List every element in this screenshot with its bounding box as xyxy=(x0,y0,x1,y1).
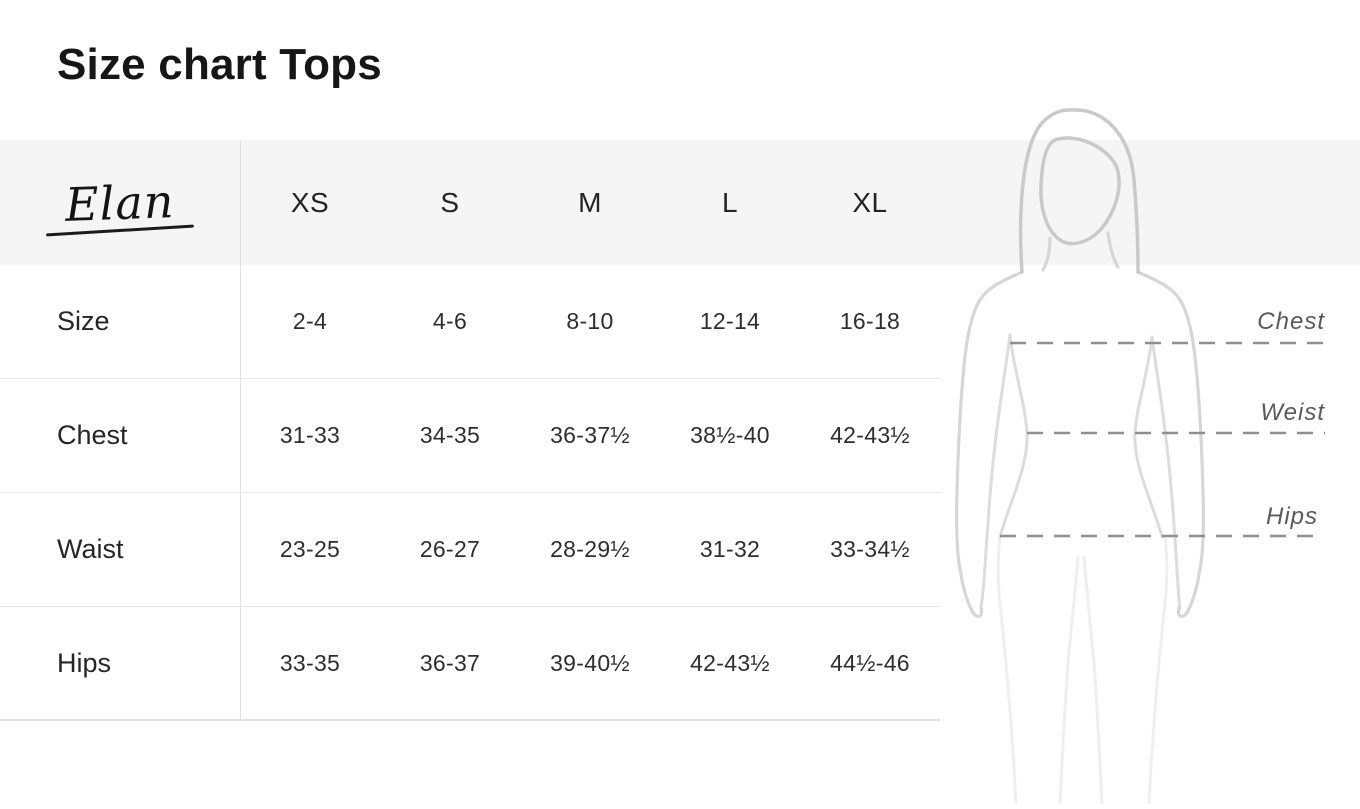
column-header-l: L xyxy=(721,186,739,218)
row-label-size: Size xyxy=(0,265,240,379)
cell-size-xs: 2-4 xyxy=(240,265,380,379)
cell-chest-xl: 42-43½ xyxy=(800,379,940,493)
column-header-xs: XS xyxy=(290,186,330,218)
cell-chest-xs: 31-33 xyxy=(240,379,380,493)
column-header-m: M xyxy=(578,186,602,218)
cell-hips-s: 36-37 xyxy=(380,607,520,721)
cell-waist-xl: 33-34½ xyxy=(800,493,940,607)
waist-measure-label: Weist xyxy=(1260,399,1325,426)
chest-measure-label: Chest xyxy=(1257,308,1325,335)
cell-waist-m: 28-29½ xyxy=(520,493,660,607)
row-label-chest: Chest xyxy=(0,379,240,493)
cell-hips-xl: 44½-46 xyxy=(800,607,940,721)
table-vertical-divider xyxy=(240,140,241,721)
brand-logo: Elan xyxy=(0,140,240,265)
column-header-xl: XL xyxy=(852,186,888,218)
cell-chest-m: 36-37½ xyxy=(520,379,660,493)
cell-hips-xs: 33-35 xyxy=(240,607,380,721)
page-title: Size chart Tops xyxy=(57,40,382,89)
column-header-s: S xyxy=(440,186,460,218)
brand-logo-text: Elan xyxy=(64,173,176,232)
size-chart-table: Elan XS S M L XL Size 2-4 4-6 8-10 12-14… xyxy=(0,140,941,721)
cell-size-m: 8-10 xyxy=(520,265,660,379)
cell-waist-s: 26-27 xyxy=(380,493,520,607)
hips-measure-label: Hips xyxy=(1265,503,1318,530)
cell-hips-l: 42-43½ xyxy=(660,607,800,721)
cell-size-s: 4-6 xyxy=(380,265,520,379)
row-label-hips: Hips xyxy=(0,607,240,721)
cell-size-xl: 16-18 xyxy=(800,265,940,379)
cell-hips-m: 39-40½ xyxy=(520,607,660,721)
table-header-band xyxy=(0,140,1360,265)
cell-size-l: 12-14 xyxy=(660,265,800,379)
cell-chest-l: 38½-40 xyxy=(660,379,800,493)
row-label-waist: Waist xyxy=(0,493,240,607)
cell-chest-s: 34-35 xyxy=(380,379,520,493)
cell-waist-xs: 23-25 xyxy=(240,493,380,607)
body-measurement-illustration xyxy=(940,100,1360,806)
female-outline-icon xyxy=(955,108,1325,806)
cell-waist-l: 31-32 xyxy=(660,493,800,607)
